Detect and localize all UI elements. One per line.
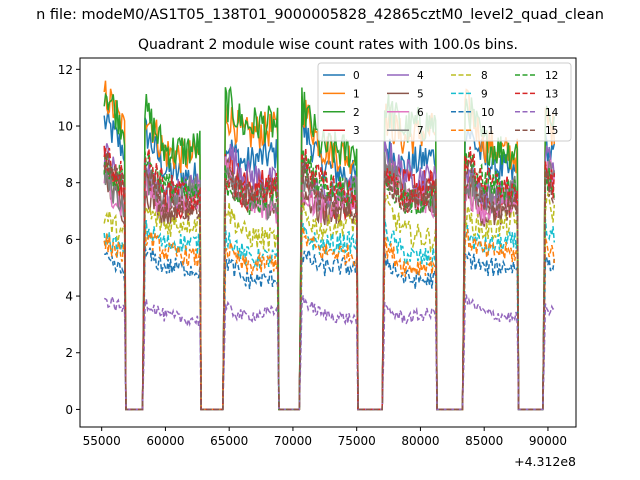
series-line-14 <box>103 294 555 411</box>
x-tick-label: 85000 <box>465 434 503 448</box>
y-tick-label: 2 <box>65 346 73 360</box>
legend-label-9: 9 <box>481 88 488 100</box>
legend-label-7: 7 <box>417 125 424 137</box>
x-tick-label: 55000 <box>83 434 121 448</box>
legend-label-11: 11 <box>481 125 494 137</box>
series-line-1 <box>103 80 556 411</box>
y-tick-label: 10 <box>58 120 73 134</box>
x-offset-label: +4.312e8 <box>514 454 576 469</box>
series-line-6 <box>103 153 556 411</box>
legend-label-4: 4 <box>417 70 424 82</box>
x-tick-label: 80000 <box>401 434 439 448</box>
legend-label-10: 10 <box>481 107 494 119</box>
x-tick-label: 70000 <box>274 434 312 448</box>
series-line-8 <box>103 191 556 411</box>
legend-label-8: 8 <box>481 70 488 82</box>
y-tick-label: 8 <box>65 176 73 190</box>
legend-label-1: 1 <box>353 88 360 100</box>
legend-label-14: 14 <box>545 107 559 119</box>
legend-label-6: 6 <box>417 107 424 119</box>
y-tick-label: 0 <box>65 403 73 417</box>
y-axis: 0 2 4 6 8 10 12 <box>58 63 80 417</box>
plot-frame <box>79 57 577 428</box>
legend-label-3: 3 <box>353 125 360 137</box>
series-line-11 <box>103 224 556 411</box>
legend-label-13: 13 <box>545 88 558 100</box>
legend-label-2: 2 <box>353 107 360 119</box>
x-tick-label: 65000 <box>210 434 248 448</box>
x-axis: 55000 60000 65000 70000 75000 80000 85000 90000 <box>83 427 567 448</box>
y-tick-label: 6 <box>65 233 73 247</box>
y-tick-label: 12 <box>58 63 73 77</box>
legend-label-0: 0 <box>353 70 360 82</box>
legend-box <box>317 62 572 142</box>
legend-label-5: 5 <box>417 88 424 100</box>
y-tick-label: 4 <box>65 290 73 304</box>
legend-label-15: 15 <box>545 125 558 137</box>
x-tick-label: 75000 <box>338 434 376 448</box>
legend-label-12: 12 <box>545 70 558 82</box>
x-tick-label: 90000 <box>529 434 567 448</box>
series-layer <box>103 80 556 411</box>
chart-title: Quadrant 2 module wise count rates with … <box>138 37 518 53</box>
suptitle: n file: modeM0/AS1T05_138T01_9000005828_… <box>36 7 604 23</box>
series-line-15 <box>103 151 556 411</box>
x-tick-label: 60000 <box>146 434 184 448</box>
series-line-10 <box>104 245 556 411</box>
